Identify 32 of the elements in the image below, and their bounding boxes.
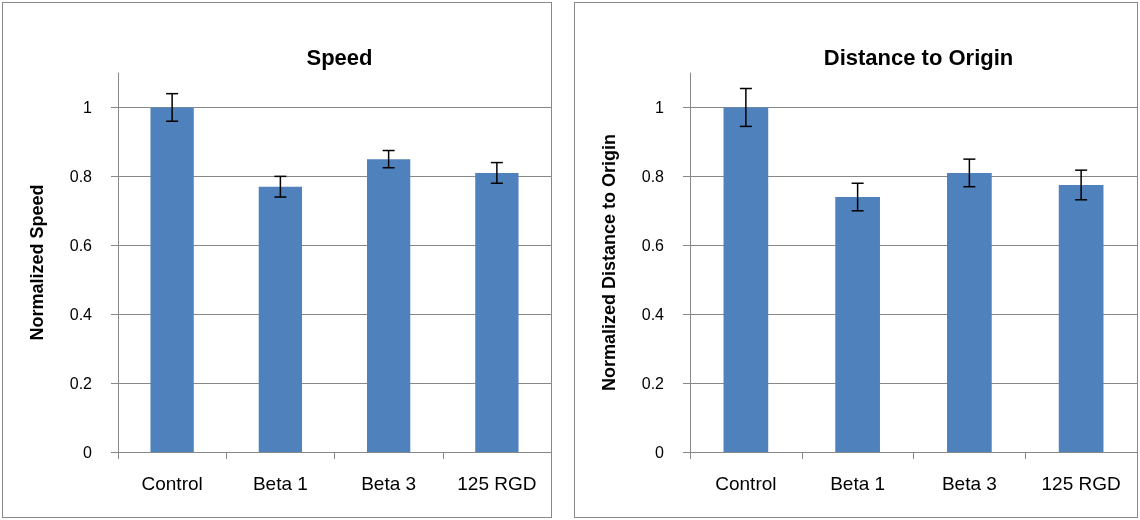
bar (475, 172, 519, 452)
bar (835, 197, 880, 452)
y-tick-label: 0 (655, 443, 665, 461)
y-tick-label: 0.4 (69, 305, 93, 323)
y-axis-title: Normalized Distance to Origin (599, 133, 619, 392)
x-tick-label: Beta 3 (361, 473, 417, 494)
y-tick-label: 0.6 (69, 236, 93, 254)
y-tick-label: 1 (655, 98, 665, 116)
y-axis-title: Normalized Speed (27, 184, 47, 341)
y-tick-label: 0.2 (69, 374, 93, 392)
chart-title: Distance to Origin (823, 44, 1014, 70)
bar (366, 159, 411, 452)
bar (150, 107, 194, 452)
x-tick-label: Control (141, 473, 203, 494)
y-tick-label: 1 (83, 98, 93, 116)
y-tick-label: 0.4 (641, 305, 665, 323)
bar (1058, 184, 1104, 452)
x-tick-label: Beta 1 (830, 473, 886, 494)
bar (947, 172, 992, 452)
x-tick-label: 125 RGD (1041, 473, 1121, 494)
y-tick-label: 0.2 (641, 374, 665, 392)
y-tick-label: 0.6 (641, 236, 665, 254)
bar (258, 186, 303, 452)
bar (723, 107, 769, 452)
y-tick-label: 0.8 (641, 167, 665, 185)
y-tick-label: 0 (83, 443, 93, 461)
x-tick-label: 125 RGD (457, 473, 537, 494)
x-tick-label: Control (715, 473, 777, 494)
x-tick-label: Beta 3 (941, 473, 997, 494)
x-tick-label: Beta 1 (252, 473, 308, 494)
y-tick-label: 0.8 (69, 167, 93, 185)
chart-title: Speed (306, 44, 373, 70)
